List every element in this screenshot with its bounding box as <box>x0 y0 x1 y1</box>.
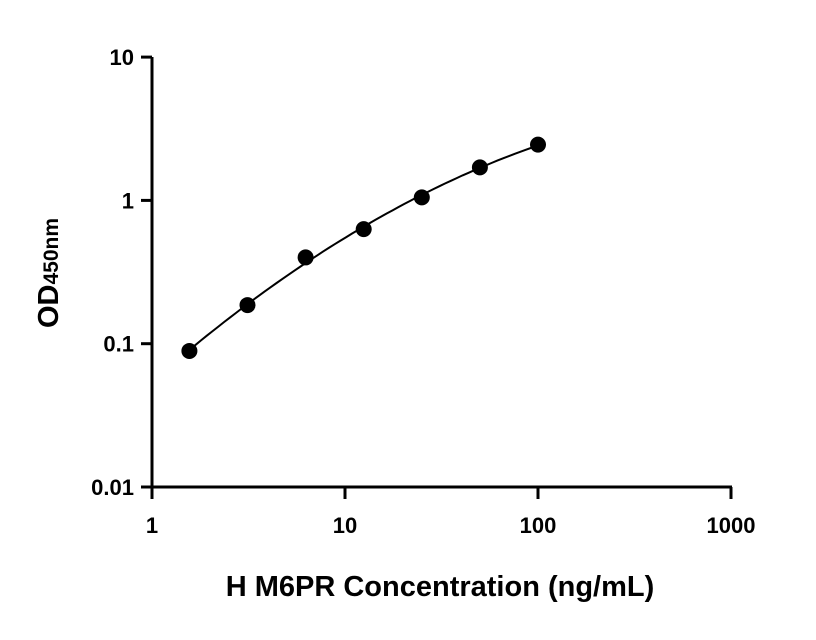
y-tick-label: 0.1 <box>103 332 134 357</box>
data-point <box>530 136 546 153</box>
y-tick-label: 1 <box>122 188 134 213</box>
y-tick-label: 0.01 <box>91 475 134 500</box>
data-point <box>355 221 372 238</box>
svg-text:OD450nm: OD450nm <box>33 218 65 328</box>
y-axis-label-sub: 450nm <box>40 218 63 285</box>
data-point <box>413 189 430 206</box>
x-axis-label: H M6PR Concentration (ng/mL) <box>226 571 655 603</box>
x-tick-label: 100 <box>520 513 557 538</box>
data-point <box>181 342 198 359</box>
y-axis-label-main: OD <box>33 285 65 329</box>
x-tick-label: 1 <box>146 513 158 538</box>
data-point <box>239 297 256 314</box>
data-point <box>471 159 488 176</box>
y-axis-label: OD450nm <box>33 218 65 328</box>
data-point <box>297 249 314 266</box>
fit-curve <box>188 144 539 351</box>
x-tick-label: 1000 <box>707 513 756 538</box>
x-tick-label: 10 <box>333 513 357 538</box>
y-tick-label: 10 <box>110 45 134 70</box>
